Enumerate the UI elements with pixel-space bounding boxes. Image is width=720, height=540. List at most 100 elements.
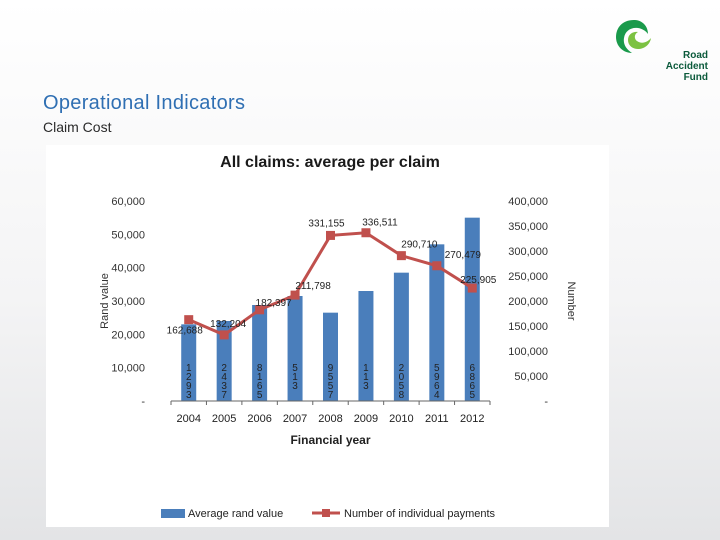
bar-value-digit: 4 xyxy=(221,372,227,383)
logo-line-accident: Accident xyxy=(665,61,708,72)
bar-value-digit: 9 xyxy=(186,381,192,392)
line-point-label: 270,479 xyxy=(445,250,482,261)
bar-value-digit: 3 xyxy=(363,381,369,392)
bar-value-digit: 5 xyxy=(292,363,298,374)
line-point-label: 182,397 xyxy=(256,298,293,309)
bar-value-digit: 6 xyxy=(434,381,440,392)
right-tick-label: 300,000 xyxy=(508,246,548,258)
bar-value-digit: 5 xyxy=(469,390,475,401)
bar-value-digit: 6 xyxy=(469,363,475,374)
line-point xyxy=(255,305,265,315)
right-tick-label: - xyxy=(544,396,548,408)
right-tick-label: 250,000 xyxy=(508,271,548,283)
x-tick-label: 2011 xyxy=(425,413,449,425)
x-tick-label: 2009 xyxy=(354,413,378,425)
bar xyxy=(323,312,338,401)
left-tick-label: 50,000 xyxy=(111,229,145,241)
bar-value-digit: 1 xyxy=(363,372,369,383)
bar-value-digit: 1 xyxy=(186,363,192,374)
bar-value-digit: 4 xyxy=(434,390,440,401)
bar-value-digit: 9 xyxy=(328,363,334,374)
line-point-label: 336,511 xyxy=(362,218,398,229)
bar xyxy=(358,291,374,401)
line-point xyxy=(396,251,406,261)
line-point-label: 211,798 xyxy=(295,281,331,292)
x-tick-label: 2012 xyxy=(460,413,484,425)
logo-line-road: Road xyxy=(683,50,708,61)
bar-value-digit: 9 xyxy=(434,372,440,383)
left-tick-label: - xyxy=(141,396,145,408)
bar xyxy=(464,217,480,401)
legend-swatch-bars xyxy=(161,509,185,518)
bar xyxy=(429,244,445,401)
bar-value-digit: 6 xyxy=(257,381,263,392)
x-tick-label: 2008 xyxy=(318,413,342,425)
line-point-label: 162,688 xyxy=(167,326,204,337)
line-point xyxy=(219,330,229,340)
right-tick-label: 50,000 xyxy=(514,371,548,383)
right-tick-label: 200,000 xyxy=(508,296,548,308)
legend-swatch-marker xyxy=(322,509,330,517)
x-axis-label: Financial year xyxy=(290,433,370,447)
line-point xyxy=(361,228,371,238)
bar-value-digit: 3 xyxy=(292,381,298,392)
left-tick-label: 60,000 xyxy=(111,196,145,208)
left-tick-label: 30,000 xyxy=(111,296,145,308)
x-tick-label: 2007 xyxy=(283,413,307,425)
bar-value-digit: 2 xyxy=(221,363,227,374)
line-point xyxy=(184,315,194,325)
slide-title: Operational Indicators xyxy=(43,92,246,114)
bar-value-digit: 2 xyxy=(399,363,405,374)
bar-value-digit: 5 xyxy=(328,372,334,383)
chart-title: All claims: average per claim xyxy=(220,154,440,171)
x-tick-label: 2006 xyxy=(247,413,271,425)
bar-value-digit: 5 xyxy=(434,363,440,374)
bar-value-digit: 3 xyxy=(221,381,227,392)
bar-value-digit: 1 xyxy=(292,372,298,383)
left-tick-label: 40,000 xyxy=(111,263,145,275)
combo-chart: All claims: average per claim - 10,000 20,… xyxy=(99,154,577,520)
legend-label-line: Number of individual payments xyxy=(344,508,496,520)
right-tick-label: 350,000 xyxy=(508,221,548,233)
bar-value-digit: 5 xyxy=(257,390,263,401)
bar-value-digit: 7 xyxy=(328,390,334,401)
bar xyxy=(181,324,197,401)
bar-value-digit: 0 xyxy=(399,372,405,383)
left-tick-label: 10,000 xyxy=(111,363,145,375)
bar-value-digit: 5 xyxy=(328,381,334,392)
bar-value-digit: 6 xyxy=(469,381,475,392)
line-point-label: 290,710 xyxy=(401,240,438,251)
left-tick-label: 20,000 xyxy=(111,329,145,341)
bar xyxy=(252,305,268,401)
slide-subtitle: Claim Cost xyxy=(43,119,112,135)
logo-line-fund: Fund xyxy=(683,72,708,83)
right-axis-label: Number xyxy=(565,281,577,320)
line-point-label: 132,204 xyxy=(210,319,247,330)
bar-value-digit: 5 xyxy=(399,381,405,392)
bar-value-digit: 1 xyxy=(363,363,369,374)
bar-value-digit: 8 xyxy=(257,363,263,374)
chart-container: All claims: average per claim - 10,000 20,… xyxy=(46,145,609,527)
bar xyxy=(393,272,409,401)
bar xyxy=(287,296,303,401)
right-tick-label: 400,000 xyxy=(508,196,548,208)
line-point xyxy=(326,230,335,240)
bar-value-digit: 7 xyxy=(221,390,227,401)
bar-value-digit: 1 xyxy=(257,372,263,383)
right-tick-label: 100,000 xyxy=(508,346,548,358)
bar-value-digit: 8 xyxy=(399,390,405,401)
left-axis-label: Rand value xyxy=(99,273,111,329)
line-point xyxy=(432,261,442,271)
bar xyxy=(216,321,232,401)
x-tick-label: 2005 xyxy=(212,413,236,425)
raf-logo: Road Accident Fund xyxy=(612,18,712,84)
line-point xyxy=(467,283,477,293)
